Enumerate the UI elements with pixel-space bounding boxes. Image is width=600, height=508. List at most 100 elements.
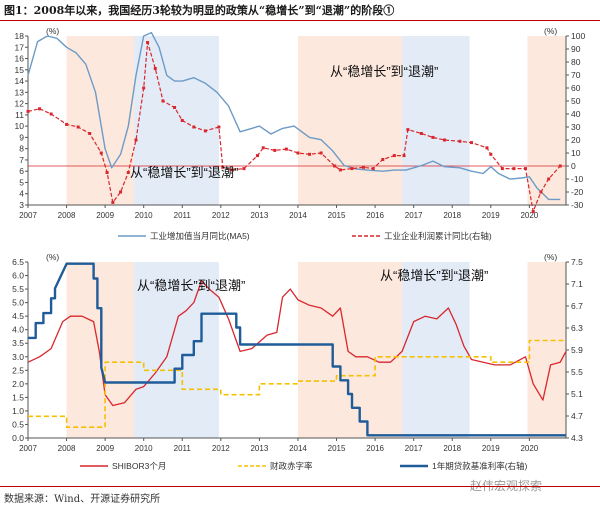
- bottom-chart: 0.0 0.5 1.0 1.5 2.0 2.5 3.0 3.5 4.0 4.5 5.0 5.5 6.0 6…: [12, 252, 583, 471]
- left-tick-label: 6.0: [12, 271, 24, 281]
- series-marker: [489, 152, 493, 156]
- series-marker: [142, 86, 146, 90]
- series-marker: [261, 146, 265, 150]
- series-marker: [217, 125, 221, 129]
- left-tick-label: 1.0: [12, 406, 24, 416]
- series-marker: [470, 141, 474, 145]
- x-tick-label: 2010: [135, 444, 153, 453]
- annotation-label: 从“稳增长”到“退潮”: [137, 278, 245, 293]
- x-tick-label: 2011: [174, 444, 192, 453]
- left-tick-label: 7: [19, 155, 24, 165]
- shaded-period: [402, 262, 470, 438]
- right-tick-label: 30: [571, 122, 581, 132]
- left-tick-label: 18: [15, 31, 25, 41]
- series-marker: [49, 112, 53, 116]
- right-tick-label: 20: [571, 135, 581, 145]
- x-tick-label: 2007: [19, 211, 37, 220]
- series-marker: [431, 135, 435, 139]
- x-tick-label: 2015: [328, 444, 346, 453]
- series-marker: [284, 147, 288, 151]
- series-marker: [419, 132, 423, 135]
- series-marker: [146, 41, 150, 44]
- series-marker: [161, 99, 165, 103]
- series-marker: [333, 164, 337, 168]
- left-unit-label: (%): [46, 252, 59, 262]
- series-marker: [362, 165, 366, 169]
- left-tick-label: 11: [15, 110, 24, 120]
- legend-label: 1年期贷款基准利率(右轴): [432, 461, 528, 471]
- left-tick-label: 3.0: [12, 352, 24, 362]
- left-tick-label: 4: [19, 189, 24, 199]
- series-marker: [26, 109, 30, 113]
- shaded-period: [527, 36, 566, 205]
- series-marker: [500, 167, 504, 171]
- series-marker: [273, 148, 277, 152]
- left-tick-label: 5.5: [12, 284, 24, 294]
- title-rule: [0, 20, 600, 21]
- series-marker: [65, 122, 69, 126]
- right-tick-label: 50: [571, 96, 581, 106]
- x-tick-label: 2008: [58, 211, 76, 220]
- series-line-2: [28, 339, 566, 428]
- shaded-period: [297, 36, 403, 205]
- annotation-label: 从“稳增长”到“退潮”: [380, 268, 488, 283]
- series-marker: [134, 138, 138, 142]
- left-tick-label: 2.0: [12, 379, 24, 389]
- left-tick-label: 17: [15, 42, 25, 52]
- series-marker: [319, 151, 323, 155]
- series-line-3: [28, 262, 566, 437]
- right-tick-label: -30: [571, 200, 584, 210]
- left-tick-label: 9: [19, 132, 24, 142]
- series-marker: [524, 167, 528, 171]
- x-tick-label: 2013: [250, 444, 268, 453]
- series-marker: [105, 171, 109, 174]
- left-tick-label: 4.0: [12, 325, 24, 335]
- series-marker: [173, 106, 177, 109]
- series-marker: [547, 177, 551, 181]
- left-tick-label: 8: [19, 144, 24, 154]
- series-marker: [153, 67, 157, 70]
- left-tick-label: 5.0: [12, 298, 24, 308]
- x-tick-label: 2014: [289, 211, 307, 220]
- right-tick-label: 5.9: [571, 345, 583, 355]
- x-tick-label: 2012: [212, 444, 230, 453]
- right-tick-label: 7.5: [571, 257, 583, 267]
- legend-label: SHIBOR3个月: [112, 461, 166, 471]
- series-marker: [203, 129, 207, 133]
- left-tick-label: 3.5: [12, 338, 24, 348]
- right-tick-label: 0: [571, 161, 576, 171]
- x-tick-label: 2009: [96, 211, 114, 220]
- left-tick-label: 13: [15, 87, 25, 97]
- series-marker: [539, 190, 543, 194]
- series-marker: [180, 119, 184, 122]
- figure-title: 图1：2008年以来，我国经历3轮较为明显的政策从“稳增长”到“退潮”的阶段①: [4, 4, 395, 17]
- right-tick-label: 90: [571, 44, 581, 54]
- left-tick-label: 3: [19, 200, 24, 210]
- right-tick-label: 4.7: [571, 411, 583, 421]
- right-tick-label: 40: [571, 109, 581, 119]
- x-tick-label: 2016: [366, 211, 384, 220]
- top-chart: 3456789101112131415161718-30-20-10010203…: [15, 26, 586, 241]
- left-tick-label: 12: [15, 99, 25, 109]
- series-marker: [126, 171, 130, 174]
- x-tick-label: 2012: [212, 211, 230, 220]
- series-line-1: [27, 280, 567, 407]
- x-tick-label: 2015: [328, 211, 346, 220]
- left-tick-label: 10: [15, 121, 25, 131]
- right-tick-label: 6.7: [571, 301, 583, 311]
- left-tick-label: 16: [15, 54, 25, 64]
- series-marker: [350, 167, 354, 171]
- x-tick-label: 2019: [482, 211, 500, 220]
- series-marker: [192, 125, 196, 129]
- series-marker: [88, 132, 92, 135]
- legend-label: 工业企业利润累计同比(右轴): [384, 231, 492, 241]
- right-unit-label: (%): [544, 252, 557, 262]
- series-marker: [485, 146, 489, 150]
- shaded-period: [297, 262, 403, 438]
- series-marker: [531, 210, 535, 213]
- x-tick-label: 2007: [19, 444, 37, 453]
- series-marker: [381, 158, 385, 161]
- series-marker: [371, 167, 375, 171]
- series-marker: [99, 151, 103, 155]
- series-marker: [308, 152, 312, 156]
